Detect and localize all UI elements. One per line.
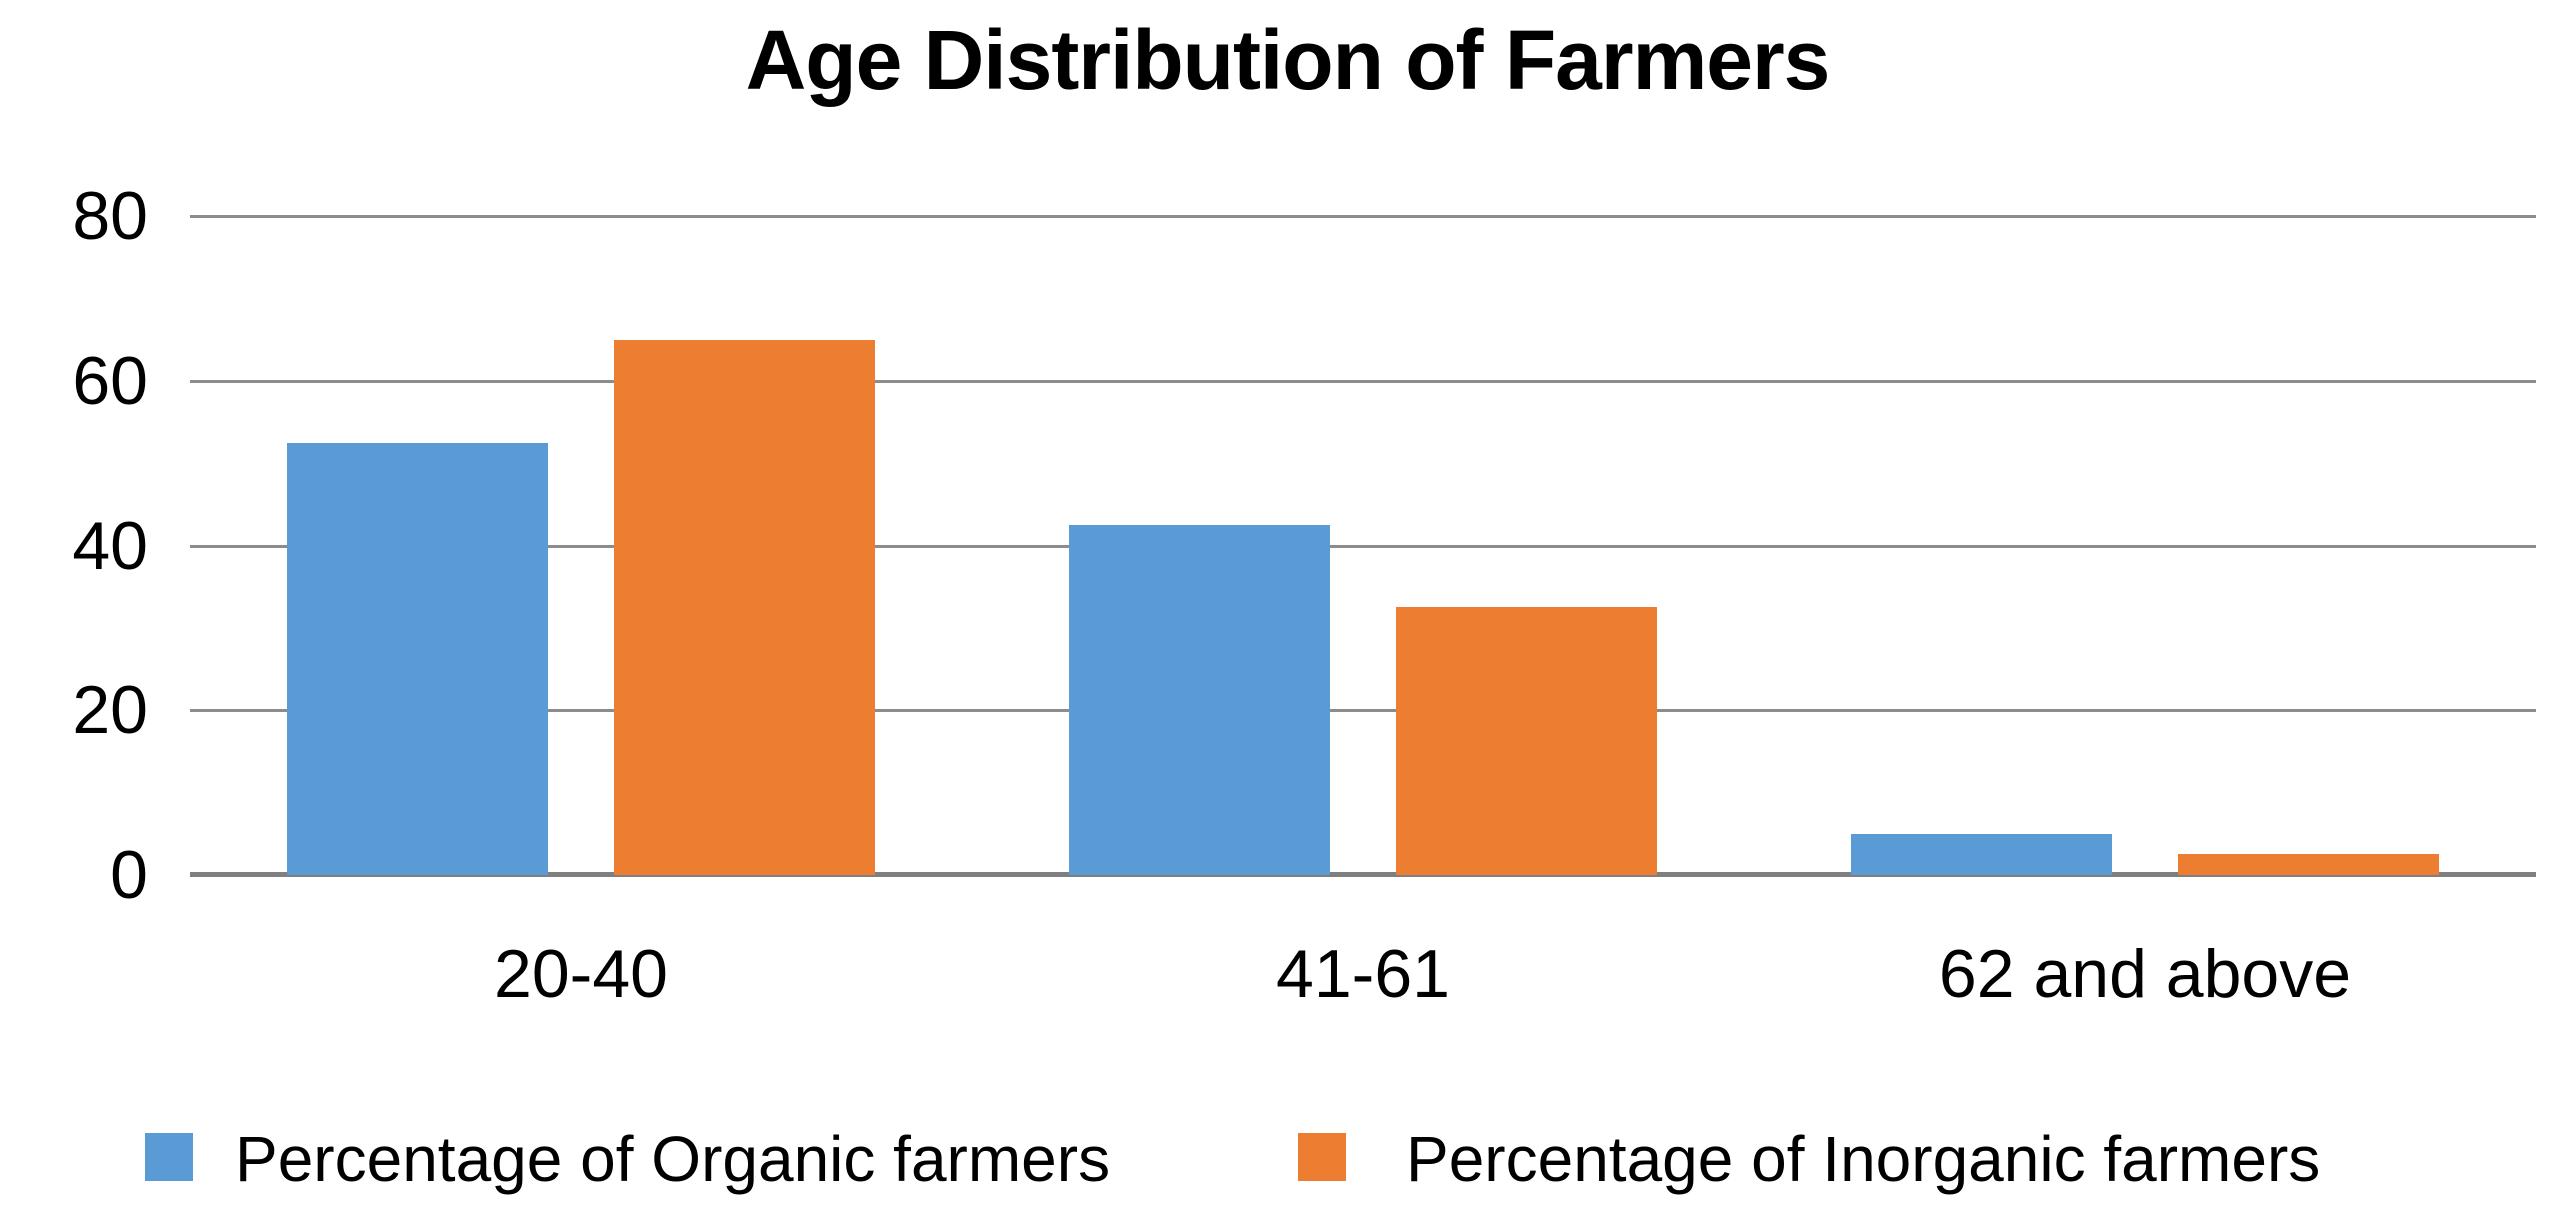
chart-title: Age Distribution of Farmers [745, 13, 1831, 107]
plot-area [190, 215, 2536, 877]
legend-label-inorganic: Percentage of Inorganic farmers [1406, 1123, 2321, 1195]
x-axis-line [190, 872, 2536, 877]
gridline-y-80 [190, 215, 2536, 218]
bar-inorganic-62-and-above [2178, 854, 2439, 875]
bar-organic-41-61 [1069, 524, 1330, 875]
bar-inorganic-41-61 [1396, 607, 1657, 875]
bar-inorganic-20-40 [614, 339, 875, 875]
y-tick-label-40: 40 [72, 507, 148, 584]
bar-organic-62-and-above [1851, 833, 2112, 875]
y-tick-label-60: 60 [72, 342, 148, 419]
bar-organic-20-40 [287, 442, 548, 875]
x-category-label-41-61: 41-61 [1276, 936, 1450, 1012]
legend-swatch-organic [145, 1133, 193, 1181]
gridline-y-20 [190, 709, 2536, 713]
gridline-y-60 [190, 379, 2536, 383]
y-tick-label-20: 20 [72, 672, 148, 749]
y-tick-label-0: 0 [110, 837, 148, 913]
x-category-label-20-40: 20-40 [494, 936, 668, 1012]
y-tick-label-80: 80 [72, 178, 148, 254]
x-category-label-62-and-above: 62 and above [1938, 936, 2352, 1012]
legend-label-organic: Percentage of Organic farmers [235, 1123, 1111, 1195]
legend-swatch-inorganic [1298, 1133, 1346, 1181]
gridline-y-40 [190, 544, 2536, 548]
